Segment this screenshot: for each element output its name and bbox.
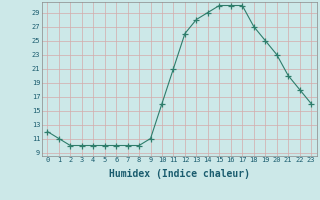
X-axis label: Humidex (Indice chaleur): Humidex (Indice chaleur) [109,169,250,179]
